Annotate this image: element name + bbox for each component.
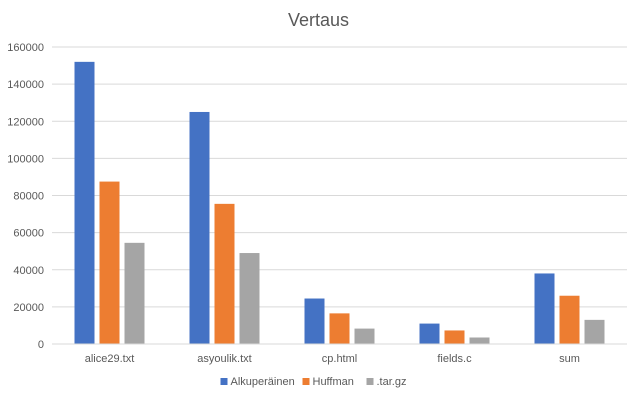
bar-alkuper-inen-1 xyxy=(189,111,210,344)
y-tick-label: 0 xyxy=(38,339,44,351)
y-tick-label: 80000 xyxy=(13,191,44,203)
bar-huffman-0 xyxy=(99,181,120,344)
bar-huffman-3 xyxy=(444,330,465,344)
y-axis-ticks: 0 20000 40000 60000 80000 100000 120000 140000 1… xyxy=(7,42,44,351)
bar-alkuper-inen-0 xyxy=(74,61,95,344)
x-tick-label: cp.html xyxy=(322,353,357,365)
bar-alkuper-inen-2 xyxy=(304,298,325,344)
x-tick-label: fields.c xyxy=(437,353,472,365)
y-tick-label: 20000 xyxy=(13,302,44,314)
bar-huffman-1 xyxy=(214,203,235,344)
y-tick-label: 140000 xyxy=(7,79,44,91)
y-tick-label: 160000 xyxy=(7,42,44,54)
legend-swatch xyxy=(220,378,228,385)
x-axis-ticks: alice29.txt asyoulik.txt cp.html fields.c su… xyxy=(85,353,580,365)
bar-huffman-2 xyxy=(329,313,350,344)
legend-swatch xyxy=(302,378,310,385)
chart-title: Vertaus xyxy=(288,10,349,30)
bar-alkuper-inen-3 xyxy=(419,323,440,344)
legend: Alkuperäinen Huffman .tar.gz xyxy=(220,376,407,388)
x-tick-label: alice29.txt xyxy=(85,353,135,365)
y-tick-label: 100000 xyxy=(7,153,44,165)
legend-label: Huffman xyxy=(313,376,354,388)
bars xyxy=(74,61,605,344)
y-tick-label: 60000 xyxy=(13,228,44,240)
gridlines xyxy=(52,46,627,308)
bar-tar-gz-4 xyxy=(584,319,605,344)
y-tick-label: 120000 xyxy=(7,116,44,128)
legend-label: Alkuperäinen xyxy=(231,376,295,388)
x-tick-label: asyoulik.txt xyxy=(197,353,251,365)
bar-tar-gz-3 xyxy=(469,337,490,344)
legend-label: .tar.gz xyxy=(377,376,407,388)
bar-tar-gz-0 xyxy=(124,242,145,344)
bar-huffman-4 xyxy=(559,295,580,344)
legend-swatch xyxy=(366,378,374,385)
bar-tar-gz-1 xyxy=(239,253,260,344)
y-tick-label: 40000 xyxy=(13,265,44,277)
bar-alkuper-inen-4 xyxy=(534,273,555,344)
bar-tar-gz-2 xyxy=(354,328,375,344)
x-tick-label: sum xyxy=(559,353,580,365)
